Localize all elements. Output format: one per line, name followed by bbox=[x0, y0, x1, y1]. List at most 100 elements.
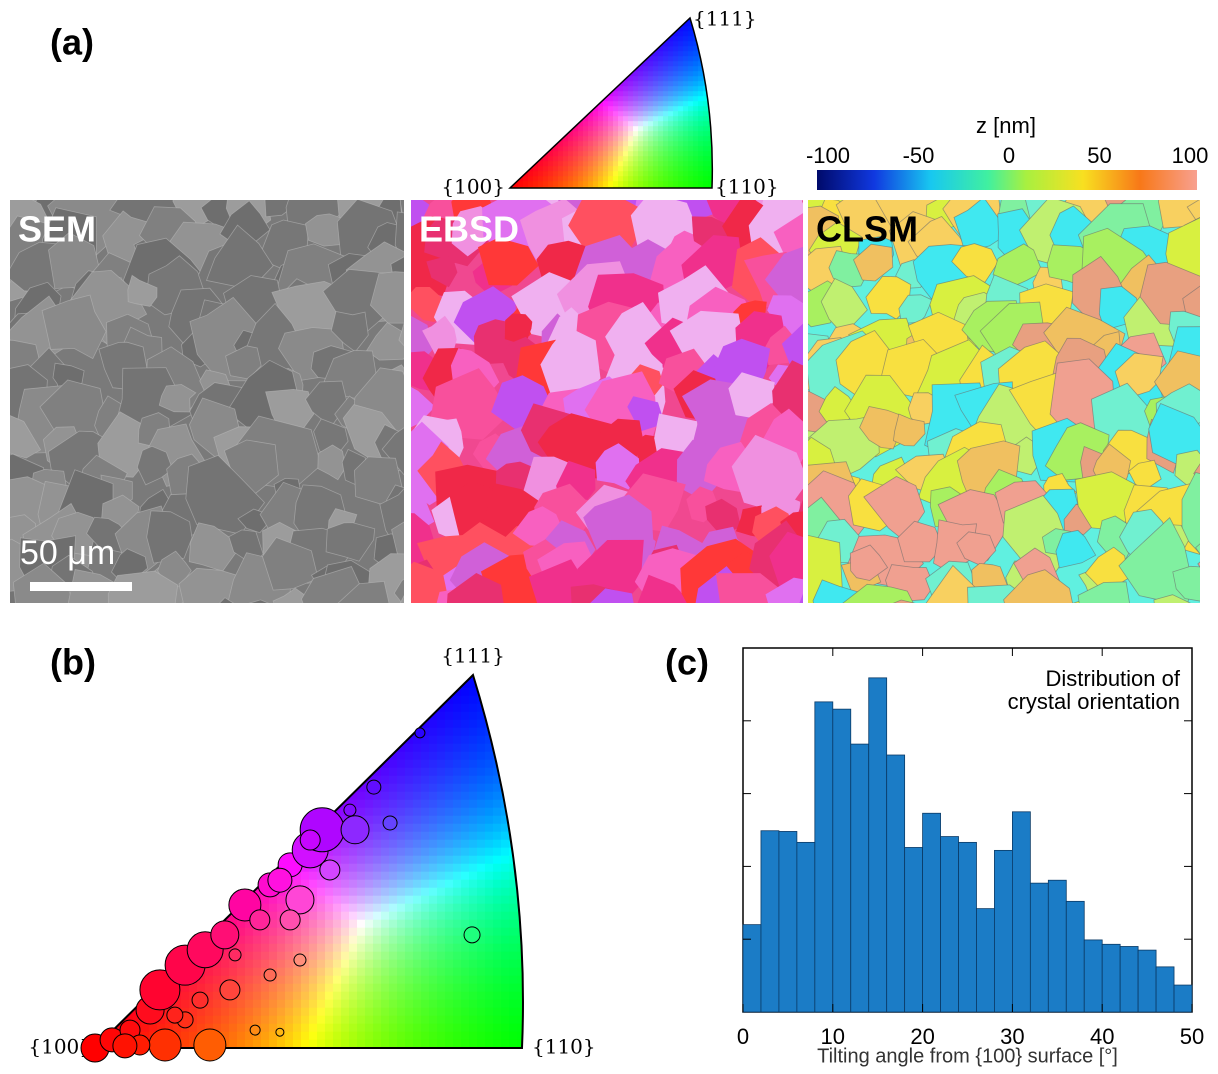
ipf-cell bbox=[117, 880, 126, 889]
ipf-cell bbox=[509, 984, 518, 993]
ipf-cell bbox=[628, 171, 634, 177]
ipf-cell bbox=[421, 912, 430, 921]
ipf-cell bbox=[508, 96, 514, 102]
ipf-cell bbox=[533, 832, 542, 841]
ipf-cell bbox=[389, 728, 398, 737]
ipf-cell bbox=[509, 712, 518, 721]
ipf-cell bbox=[445, 672, 454, 681]
ipf-cell bbox=[453, 952, 462, 961]
ipf-cell bbox=[389, 768, 398, 777]
ipf-cell bbox=[628, 6, 634, 12]
ipf-cell bbox=[141, 752, 150, 761]
ipf-cell bbox=[553, 121, 559, 127]
ipf-cell bbox=[563, 126, 569, 132]
ipf-cell bbox=[421, 944, 430, 953]
ipf-cell bbox=[101, 880, 110, 889]
ipf-cell bbox=[269, 1000, 278, 1009]
ipf-cell bbox=[133, 800, 142, 809]
ipf-cell bbox=[261, 672, 270, 681]
ipf-cell bbox=[357, 952, 366, 961]
ipf-cell bbox=[461, 896, 470, 905]
ipf-cell bbox=[413, 888, 422, 897]
ipf-cell bbox=[197, 856, 206, 865]
ipf-cell bbox=[357, 752, 366, 761]
ipf-cell bbox=[437, 968, 446, 977]
ipf-cell bbox=[525, 800, 534, 809]
ipf-cell bbox=[365, 1016, 374, 1025]
ipf-cell bbox=[453, 704, 462, 713]
ipf-cell bbox=[553, 66, 559, 72]
ipf-cell bbox=[673, 116, 679, 122]
ipf-cell bbox=[693, 151, 699, 157]
ipf-cell bbox=[501, 680, 510, 689]
ipf-cell bbox=[718, 31, 724, 37]
ipf-cell bbox=[229, 800, 238, 809]
ipf-cell bbox=[533, 744, 542, 753]
ipf-cell bbox=[381, 864, 390, 873]
ipf-cell bbox=[421, 968, 430, 977]
ipf-cell bbox=[688, 191, 694, 197]
ipf-cell bbox=[525, 728, 534, 737]
ipf-cell bbox=[673, 46, 679, 52]
ipf-cell bbox=[397, 1016, 406, 1025]
ipf-cell bbox=[341, 976, 350, 985]
ipf-cell bbox=[461, 776, 470, 785]
ipf-cell bbox=[528, 141, 534, 147]
ipf-cell bbox=[397, 1008, 406, 1017]
ipf-cell bbox=[613, 131, 619, 137]
ipf-cell bbox=[469, 912, 478, 921]
ipf-cell bbox=[598, 86, 604, 92]
ipf-cell bbox=[493, 880, 502, 889]
ipf-cell bbox=[229, 744, 238, 753]
ipf-cell bbox=[568, 46, 574, 52]
ipf-cell bbox=[349, 776, 358, 785]
ipf-cell bbox=[341, 784, 350, 793]
ipf-cell bbox=[349, 968, 358, 977]
ipf-cell bbox=[349, 728, 358, 737]
ipf-cell bbox=[708, 61, 714, 67]
ipf-cell bbox=[405, 856, 414, 865]
ipf-cell bbox=[437, 888, 446, 897]
ipf-cell bbox=[421, 1008, 430, 1017]
ipf-cell bbox=[541, 800, 550, 809]
ipf-cell bbox=[485, 848, 494, 857]
ipf-cell bbox=[588, 161, 594, 167]
ipf-cell bbox=[509, 976, 518, 985]
ipf-cell bbox=[508, 171, 514, 177]
ipf-cell bbox=[638, 11, 644, 17]
ipf-cell bbox=[648, 66, 654, 72]
ipf-cell bbox=[317, 680, 326, 689]
ipf-cell bbox=[593, 131, 599, 137]
ipf-cell bbox=[598, 31, 604, 37]
ipf-cell bbox=[588, 21, 594, 27]
ipf-cell bbox=[573, 81, 579, 87]
ipf-cell bbox=[598, 61, 604, 67]
ipf-cell bbox=[578, 46, 584, 52]
ipf-cell bbox=[501, 1024, 510, 1033]
ipf-cell bbox=[133, 720, 142, 729]
ipf-cell bbox=[548, 51, 554, 57]
ipf-cell bbox=[663, 156, 669, 162]
ipf-cell bbox=[583, 91, 589, 97]
ipf-cell bbox=[453, 824, 462, 833]
ipf-cell bbox=[588, 71, 594, 77]
ipf-cell bbox=[421, 840, 430, 849]
ipf-cell bbox=[628, 46, 634, 52]
ipf-cell bbox=[245, 808, 254, 817]
ipf-cell bbox=[461, 960, 470, 969]
ipf-cell bbox=[568, 116, 574, 122]
ipf-cell bbox=[309, 1000, 318, 1009]
ipf-cell bbox=[608, 156, 614, 162]
ipf-cell bbox=[513, 151, 519, 157]
ipf-cell bbox=[189, 728, 198, 737]
ipf-cell bbox=[568, 76, 574, 82]
ipf-cell bbox=[623, 96, 629, 102]
ipf-cell bbox=[325, 776, 334, 785]
ipf-cell bbox=[109, 768, 118, 777]
ipf-cell bbox=[189, 672, 198, 681]
ipf-cell bbox=[341, 880, 350, 889]
ipf-cell bbox=[173, 680, 182, 689]
ipf-cell bbox=[613, 31, 619, 37]
ipf-cell bbox=[221, 704, 230, 713]
ipf-cell bbox=[648, 106, 654, 112]
